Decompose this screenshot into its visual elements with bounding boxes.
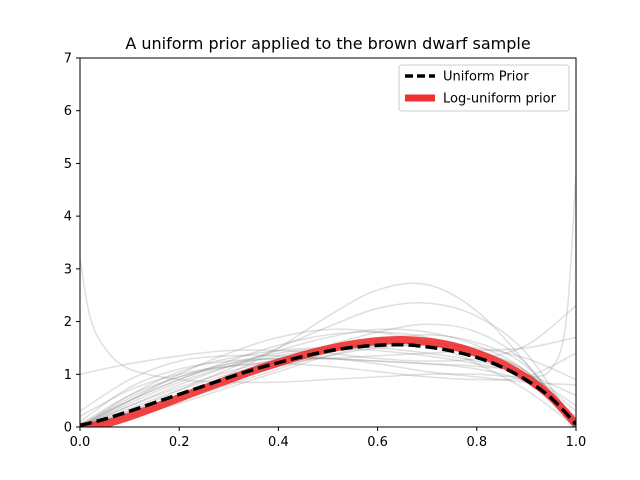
legend-label: Uniform Prior bbox=[443, 70, 529, 85]
y-tick-label: 3 bbox=[64, 262, 72, 277]
background-sample-line bbox=[80, 173, 576, 384]
background-sample-line bbox=[80, 336, 576, 426]
background-sample-line bbox=[80, 352, 576, 418]
x-tick-label: 0.2 bbox=[169, 435, 190, 450]
background-sample-line bbox=[80, 328, 576, 427]
x-tick-label: 0.4 bbox=[268, 435, 289, 450]
series-line-uniform-prior bbox=[80, 342, 576, 427]
y-tick-label: 1 bbox=[64, 368, 72, 383]
axes: 0.0 0.2 0.4 0.6 0.8 1.0 0 1 2 3 4 5 6 7 bbox=[64, 52, 587, 451]
legend-box bbox=[398, 64, 570, 112]
background-sample-lines bbox=[80, 173, 576, 427]
y-tick-label: 4 bbox=[64, 210, 72, 225]
series-line-log-uniform-prior bbox=[80, 336, 576, 427]
y-tick-label: 6 bbox=[64, 104, 72, 119]
background-sample-line bbox=[80, 357, 576, 427]
y-tick-label: 0 bbox=[64, 421, 72, 436]
x-tick-label: 1.0 bbox=[566, 435, 587, 450]
background-sample-line bbox=[80, 357, 576, 423]
y-tick-label: 2 bbox=[64, 315, 72, 330]
x-tick-label: 0.6 bbox=[367, 435, 388, 450]
x-tick-label: 0.0 bbox=[70, 435, 91, 450]
y-tick-label: 7 bbox=[64, 52, 72, 67]
x-tick-label: 0.8 bbox=[466, 435, 487, 450]
series-lines bbox=[80, 336, 576, 427]
background-sample-line bbox=[80, 328, 576, 427]
background-sample-line bbox=[80, 354, 576, 418]
chart-title: A uniform prior applied to the brown dwa… bbox=[125, 34, 530, 53]
legend-label: Log-uniform prior bbox=[443, 92, 557, 107]
legend: Uniform Prior Log-uniform prior bbox=[398, 64, 570, 112]
background-sample-line bbox=[80, 302, 576, 427]
y-tick-label: 5 bbox=[64, 157, 72, 172]
plot-frame bbox=[79, 57, 577, 428]
